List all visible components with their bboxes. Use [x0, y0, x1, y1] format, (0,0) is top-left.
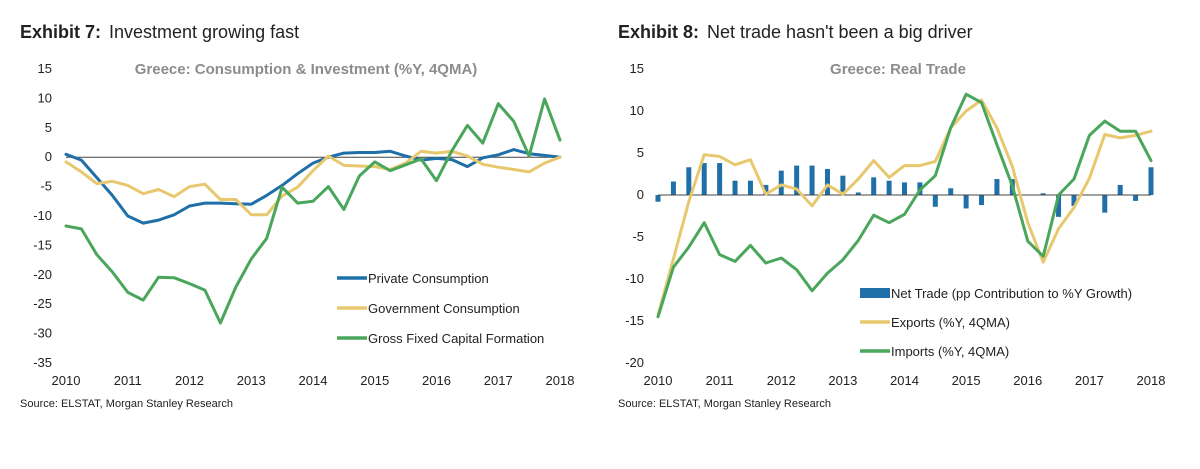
net-trade-bar: [655, 195, 661, 202]
net-trade-bar: [840, 175, 846, 195]
legend-label: Private Consumption: [368, 271, 489, 286]
x-tick-label: 2018: [1137, 373, 1166, 388]
x-tick-label: 2014: [890, 373, 919, 388]
y-tick-label: 0: [637, 187, 644, 202]
net-trade-bar: [717, 163, 723, 195]
y-tick-label: -20: [625, 355, 644, 370]
exhibit-8-source: Source: ELSTAT, Morgan Stanley Research: [618, 398, 831, 410]
x-tick-label: 2011: [114, 373, 142, 388]
series-line-2: [656, 92, 1153, 319]
series-line-2: [64, 97, 562, 325]
x-tick-label: 2012: [175, 373, 204, 388]
net-trade-bar: [871, 177, 877, 195]
net-trade-bar: [701, 163, 707, 195]
net-trade-bar: [994, 179, 1000, 195]
net-trade-bar: [1133, 195, 1139, 201]
net-trade-bar: [824, 168, 830, 195]
y-tick-label: 0: [45, 149, 52, 164]
exhibit-8-number: Exhibit 8:: [618, 22, 700, 42]
net-trade-bar: [778, 170, 784, 195]
net-trade-bar: [948, 188, 954, 195]
legend-label: Gross Fixed Capital Formation: [368, 331, 544, 346]
net-trade-bar: [747, 180, 753, 195]
y-tick-label: 10: [38, 90, 52, 105]
y-tick-label: -15: [625, 313, 644, 328]
exhibit-7-source: Source: ELSTAT, Morgan Stanley Research: [20, 398, 233, 410]
x-tick-label: 2010: [644, 373, 673, 388]
exhibit-7-heading: Exhibit 7: Investment growing fast: [20, 22, 299, 43]
y-tick-label: -15: [33, 237, 52, 252]
y-tick-label: 15: [38, 61, 52, 76]
exhibit-7-panel: Exhibit 7: Investment growing fast Greece…: [20, 22, 575, 410]
consumption-investment-chart: Greece: Consumption & Investment (%Y, 4Q…: [33, 61, 575, 388]
x-tick-label: 2014: [299, 373, 328, 388]
y-tick-label: -20: [33, 267, 52, 282]
legend-label: Net Trade (pp Contribution to %Y Growth): [891, 286, 1132, 301]
y-tick-label: -10: [625, 271, 644, 286]
net-trade-bar: [1102, 195, 1108, 213]
net-trade-bar: [809, 165, 815, 195]
net-trade-bar: [1148, 167, 1154, 195]
net-trade-bar: [886, 180, 892, 195]
y-tick-label: 15: [630, 61, 644, 76]
chart-title: Greece: Consumption & Investment (%Y, 4Q…: [135, 61, 478, 78]
net-trade-bar: [855, 192, 861, 195]
y-tick-label: -5: [40, 179, 52, 194]
exhibit-8-heading: Exhibit 8: Net trade hasn't been a big dr…: [618, 22, 973, 43]
exhibit-8-panel: Exhibit 8: Net trade hasn't been a big dr…: [600, 0, 1200, 469]
net-trade-bar: [732, 180, 738, 195]
net-trade-bar: [1071, 195, 1077, 206]
net-trade-bar: [670, 181, 676, 195]
y-tick-label: -30: [33, 326, 52, 341]
x-tick-label: 2017: [1075, 373, 1104, 388]
series-line-0: [64, 148, 562, 225]
chart-title: Greece: Real Trade: [830, 61, 966, 78]
x-tick-label: 2018: [546, 373, 575, 388]
x-tick-label: 2010: [52, 373, 81, 388]
x-tick-label: 2013: [237, 373, 266, 388]
x-tick-label: 2016: [1013, 373, 1042, 388]
exhibit-7-number: Exhibit 7:: [20, 22, 102, 42]
exhibit-7-title: Investment growing fast: [109, 22, 300, 42]
x-tick-label: 2011: [706, 373, 734, 388]
x-tick-label: 2015: [360, 373, 389, 388]
net-trade-bar: [1040, 193, 1046, 195]
legend-swatch: [860, 288, 890, 298]
net-trade-bar: [763, 184, 769, 195]
net-trade-bar: [963, 195, 969, 209]
net-trade-bar: [1056, 195, 1062, 217]
series-line-1: [656, 98, 1153, 317]
y-tick-label: -10: [33, 208, 52, 223]
net-trade-bar: [686, 167, 692, 195]
net-trade-bar: [902, 182, 907, 195]
net-trade-bar: [1117, 184, 1123, 195]
net-trade-bar: [932, 195, 938, 207]
x-tick-label: 2012: [767, 373, 796, 388]
legend-label: Exports (%Y, 4QMA): [891, 315, 1010, 330]
y-tick-label: -25: [33, 296, 52, 311]
legend-label: Imports (%Y, 4QMA): [891, 344, 1009, 359]
y-tick-label: -35: [33, 355, 52, 370]
x-tick-label: 2016: [422, 373, 451, 388]
y-tick-label: -5: [632, 229, 644, 244]
series-line-1: [64, 149, 562, 217]
y-tick-label: 5: [45, 120, 52, 135]
exhibit-8-title: Net trade hasn't been a big driver: [707, 22, 973, 42]
legend-label: Government Consumption: [368, 301, 520, 316]
net-trade-bar: [979, 195, 985, 206]
x-tick-label: 2013: [828, 373, 857, 388]
y-tick-label: 10: [630, 103, 644, 118]
y-tick-label: 5: [637, 145, 644, 160]
x-tick-label: 2017: [484, 373, 513, 388]
x-tick-label: 2015: [952, 373, 981, 388]
net-trade-bar: [794, 165, 800, 195]
